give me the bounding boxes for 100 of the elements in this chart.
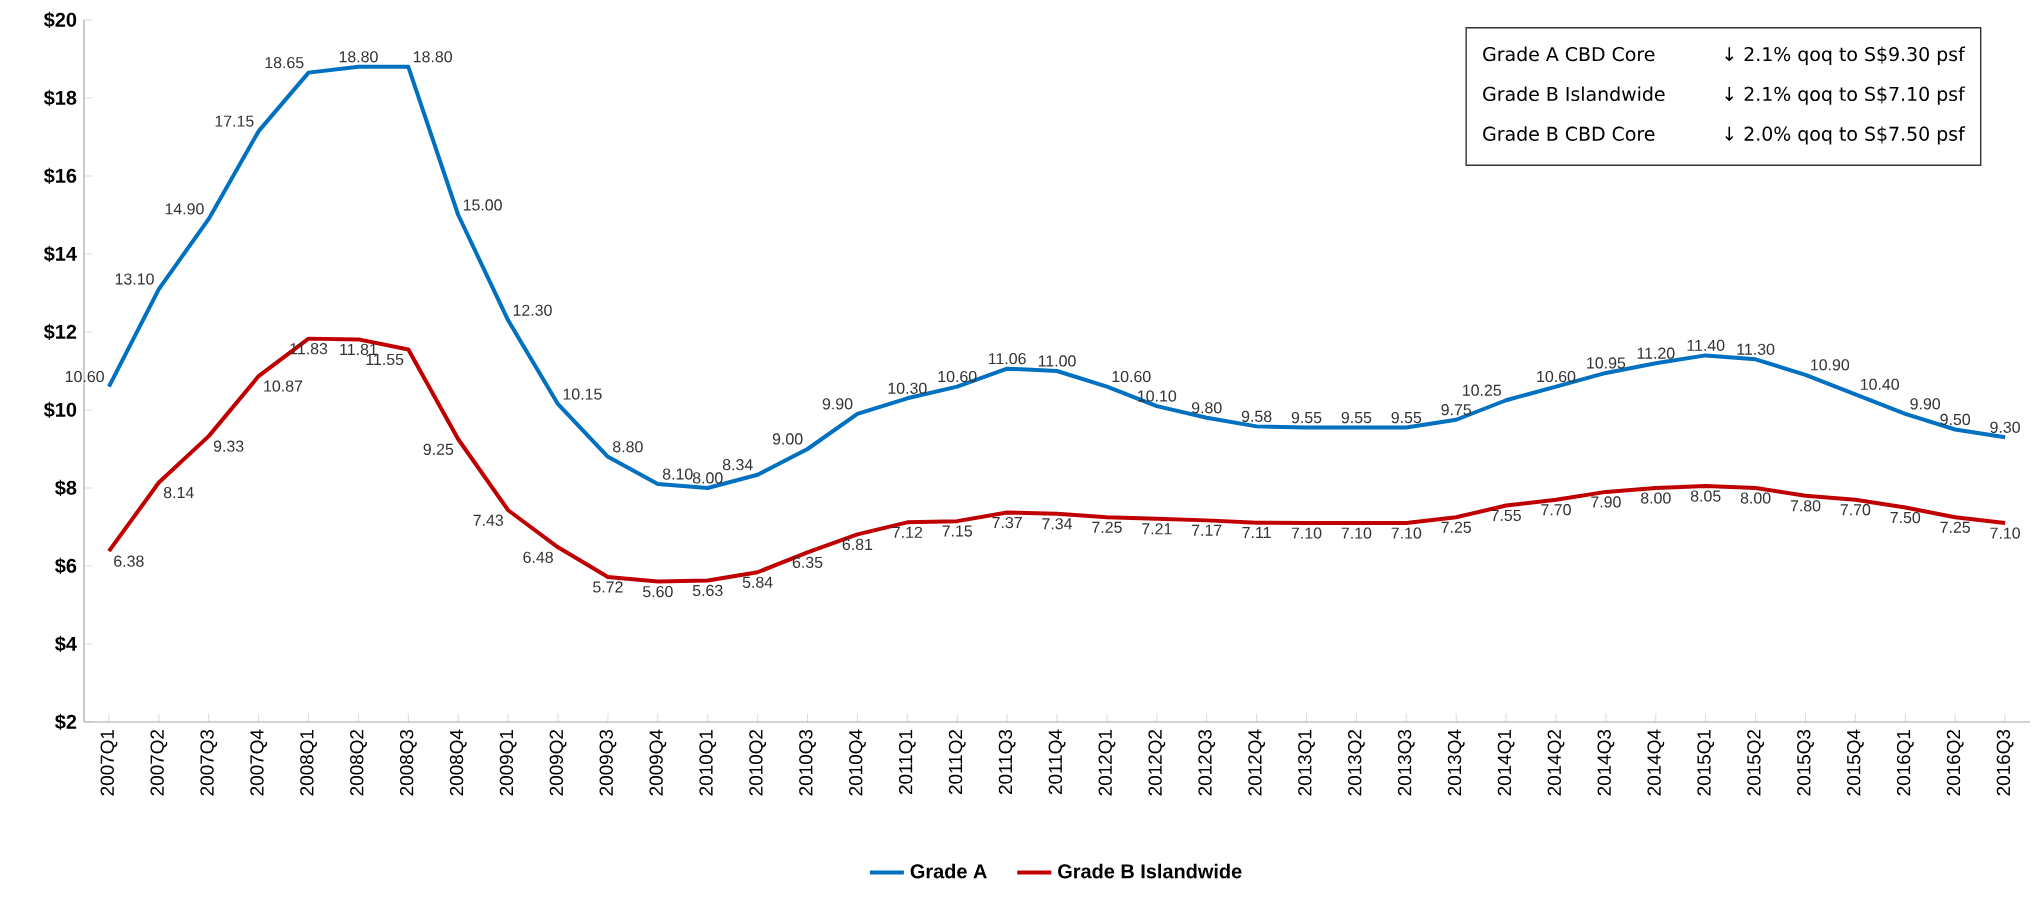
x-tick-label: 2016Q2: [1946, 729, 1964, 796]
x-tick-label: 2008Q4: [449, 729, 467, 796]
data-label: 5.72: [593, 581, 623, 593]
x-tick-label: 2015Q3: [1797, 729, 1814, 796]
annotation: ↓ 2.1% qoq to S$7.10 psf: [1725, 86, 1966, 105]
data-label: 6.38: [114, 555, 144, 567]
data-label: 8.34: [722, 459, 753, 471]
x-tick-label: 2010Q1: [699, 729, 717, 796]
x-tick-label: 2008Q3: [399, 729, 417, 796]
data-label: 10.25: [1463, 384, 1502, 396]
x-tick-label: 2011Q2: [948, 729, 966, 795]
x-tick-label: 2007Q3: [200, 729, 218, 796]
annotation: Grade A CBD Core: [1483, 46, 1655, 62]
data-label: 7.11: [1242, 527, 1271, 539]
data-label: 8.05: [1690, 490, 1721, 502]
x-tick-label: 2011Q4: [1048, 729, 1066, 795]
data-label: 10.30: [888, 382, 927, 394]
annotation: ↓ 2.1% qoq to S$9.30 psf: [1725, 46, 1966, 65]
data-label: 15.00: [463, 199, 502, 211]
data-label: 9.80: [1191, 402, 1222, 414]
data-label: 11.00: [1038, 355, 1076, 367]
x-tick-label: 2009Q4: [649, 729, 667, 796]
data-label: 10.60: [65, 370, 104, 383]
y-tick-label: $8: [55, 479, 77, 497]
data-label: 18.80: [339, 51, 378, 63]
data-label: 7.43: [473, 514, 504, 526]
data-label: 9.25: [423, 443, 454, 455]
y-tick-label: $2: [55, 713, 77, 731]
x-tick-label: 2016Q1: [1896, 729, 1914, 796]
x-tick-label: 2014Q1: [1497, 729, 1515, 796]
x-tick-label: 2013Q1: [1298, 729, 1315, 796]
annotation: Grade B CBD Core: [1483, 126, 1655, 141]
data-label: 9.55: [1291, 411, 1322, 424]
data-label: 9.90: [822, 398, 853, 410]
data-label: 5.84: [742, 576, 773, 588]
data-label: 7.10: [1291, 527, 1322, 539]
x-tick-label: 2014Q4: [1647, 729, 1665, 796]
y-tick-label: $4: [55, 635, 77, 653]
x-tick-label: 2016Q3: [1996, 729, 2014, 796]
x-tick-label: 2010Q2: [749, 729, 767, 796]
data-label: 8.14: [163, 486, 194, 499]
data-label: 11.06: [988, 352, 1026, 365]
x-tick-label: 2007Q4: [250, 729, 268, 796]
x-tick-label: 2009Q1: [499, 729, 517, 796]
data-label: 18.80: [413, 51, 452, 63]
data-label: 7.17: [1192, 524, 1222, 536]
data-label: 12.30: [513, 304, 552, 316]
y-tick-label: $20: [43, 11, 77, 29]
data-label: 10.60: [1537, 370, 1576, 383]
data-label: 7.50: [1890, 511, 1921, 524]
x-tick-label: 2013Q4: [1447, 729, 1465, 796]
data-label: 7.34: [1042, 518, 1073, 530]
data-label: 8.80: [613, 441, 643, 453]
data-label: 7.15: [942, 525, 973, 537]
x-tick-label: 2015Q4: [1846, 729, 1864, 796]
data-label: 17.15: [215, 115, 254, 127]
data-label: 13.10: [115, 273, 154, 285]
data-label: 6.35: [792, 556, 823, 569]
data-label: 11.55: [366, 353, 404, 366]
data-label: 6.81: [842, 538, 873, 551]
data-label: 7.90: [1591, 496, 1621, 508]
x-tick-label: 2010Q3: [799, 729, 816, 796]
data-label: 11.20: [1637, 347, 1675, 359]
data-label: 8.00: [692, 472, 723, 484]
data-label: 9.58: [1241, 410, 1272, 422]
data-label: 7.80: [1790, 500, 1821, 512]
x-tick-label: 2009Q3: [599, 729, 617, 796]
data-label: 7.25: [1092, 521, 1122, 533]
data-label: 7.55: [1491, 509, 1521, 522]
x-tick-label: 2009Q2: [549, 729, 567, 796]
data-label: 7.70: [1541, 504, 1571, 516]
data-label: 7.12: [892, 526, 923, 538]
y-tick-label: $18: [43, 89, 77, 107]
x-tick-label: 2015Q1: [1697, 729, 1715, 796]
data-label: 9.55: [1341, 411, 1372, 424]
x-tick-label: 2012Q1: [1098, 729, 1116, 796]
data-label: 7.25: [1441, 521, 1472, 533]
data-label: 7.21: [1142, 523, 1172, 535]
x-tick-label: 2007Q1: [100, 729, 118, 796]
data-label: 10.87: [264, 380, 303, 392]
x-tick-label: 2013Q2: [1348, 729, 1365, 796]
data-label: 10.95: [1587, 357, 1626, 369]
data-label: 10.60: [938, 370, 977, 383]
data-label: 7.10: [1341, 527, 1372, 539]
data-label: 14.90: [165, 203, 204, 215]
data-label: 6.48: [523, 551, 553, 563]
data-label: 9.30: [1990, 421, 2020, 433]
data-label: 9.55: [1391, 411, 1422, 424]
data-label: 10.60: [1112, 370, 1151, 383]
data-label: 7.10: [1990, 527, 2020, 539]
y-tick-label: $16: [43, 167, 77, 185]
data-label: 5.63: [692, 584, 723, 597]
data-label: 9.75: [1441, 404, 1472, 416]
legend-label: Grade A: [910, 863, 987, 879]
x-tick-label: 2014Q3: [1597, 729, 1615, 796]
data-label: 9.00: [772, 433, 803, 445]
data-label: 7.70: [1840, 504, 1871, 516]
data-label: 10.90: [1811, 359, 1850, 371]
y-tick-label: $14: [43, 245, 77, 263]
data-label: 8.10: [662, 468, 693, 480]
